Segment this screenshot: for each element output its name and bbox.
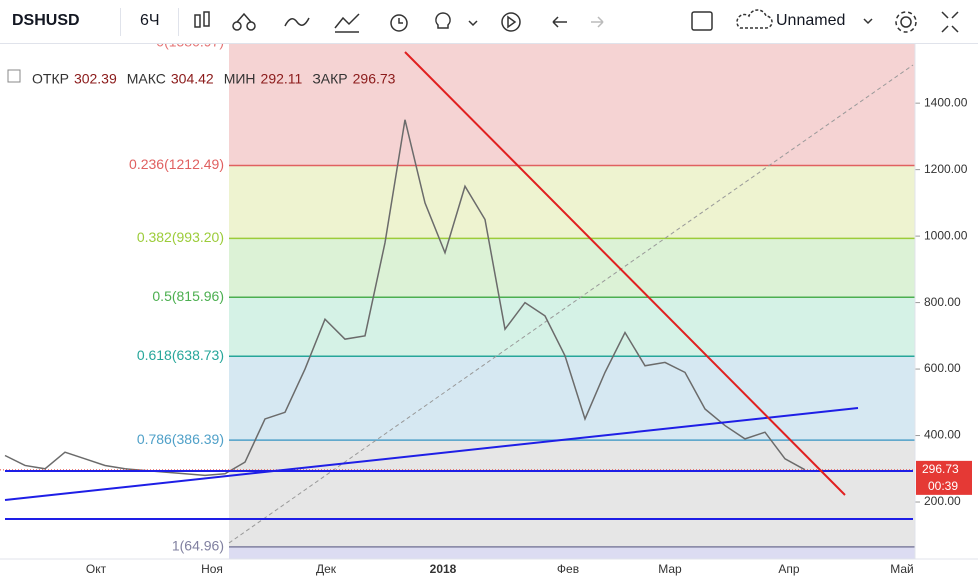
toolbar: DSHUSD 6Ч Unnamed xyxy=(0,0,978,44)
interval[interactable]: 6Ч xyxy=(140,12,160,29)
y-tick-label: 800.00 xyxy=(924,295,961,309)
layout-name[interactable]: Unnamed xyxy=(776,12,846,29)
ohlc-legend: ОТКР 302.39 МАКС 304.42 МИН 292.11 ЗАКР 296.73 xyxy=(32,71,396,87)
y-tick-label: 1000.00 xyxy=(924,228,968,242)
fib-trend-line xyxy=(228,64,914,544)
y-tick-label: 1200.00 xyxy=(924,162,968,176)
y-tick-label: 400.00 xyxy=(924,428,961,442)
fib-band xyxy=(229,297,915,357)
x-tick-label: Ноя xyxy=(201,562,223,576)
ohlc-value: 296.73 xyxy=(353,71,396,87)
plot: 200.00 400.00 600.00 800.00 1000.00 1200.00 14… xyxy=(0,95,972,576)
fib-band xyxy=(229,238,915,298)
x-tick-label: Фев xyxy=(557,562,579,576)
fib-band xyxy=(229,440,915,547)
y-tick-label: 1400.00 xyxy=(924,95,968,109)
legend-toggle[interactable] xyxy=(7,69,21,83)
fib-label: 0.618(638.73) xyxy=(137,347,224,363)
x-tick-label: Май xyxy=(890,562,914,576)
fib-band xyxy=(229,165,915,239)
fib-band xyxy=(229,546,915,559)
fib-band xyxy=(229,356,915,441)
x-tick-label: 2018 xyxy=(430,562,457,576)
trend-line xyxy=(404,51,846,496)
ohlc-label: ЗАКР xyxy=(312,71,347,87)
x-tick-label: Окт xyxy=(86,562,107,576)
last-price-box xyxy=(916,460,972,495)
fib-band xyxy=(229,44,915,166)
ohlc-value: 292.11 xyxy=(261,71,303,87)
ohlc-label: МИН xyxy=(224,71,256,87)
toolbar-icons[interactable] xyxy=(185,8,685,36)
fib-label: 1(64.96) xyxy=(172,538,224,554)
ohlc-value: 302.39 xyxy=(74,71,117,87)
countdown-label: 00:39 xyxy=(928,479,958,493)
ohlc-label: МАКС xyxy=(127,71,166,87)
y-tick-label: 200.00 xyxy=(924,494,961,508)
chart: 0(1580.97) 0.236(1212.49) 0.382(993.20) 0.5… xyxy=(0,44,978,576)
ohlc-label: ОТКР xyxy=(32,71,69,87)
fib-label: 0.786(386.39) xyxy=(137,431,224,447)
ohlc-value: 304.42 xyxy=(171,71,214,87)
symbol[interactable]: DSHUSD xyxy=(12,12,80,29)
fib-bands: 0(1580.97) 0.236(1212.49) 0.382(993.20) 0.5… xyxy=(129,44,915,559)
x-tick-label: Мар xyxy=(658,562,682,576)
fib-label: 0.382(993.20) xyxy=(137,229,224,245)
y-tick-label: 600.00 xyxy=(924,361,961,375)
fib-label: 0.236(1212.49) xyxy=(129,156,224,172)
last-price-label: 296.73 xyxy=(922,462,959,476)
fib-label: 0(1580.97) xyxy=(156,44,224,50)
trend-line xyxy=(4,407,859,501)
toolbar-right-icons[interactable] xyxy=(690,8,978,36)
fib-label: 0.5(815.96) xyxy=(152,288,224,304)
x-tick-label: Апр xyxy=(778,562,800,576)
x-tick-label: Дек xyxy=(316,562,337,576)
